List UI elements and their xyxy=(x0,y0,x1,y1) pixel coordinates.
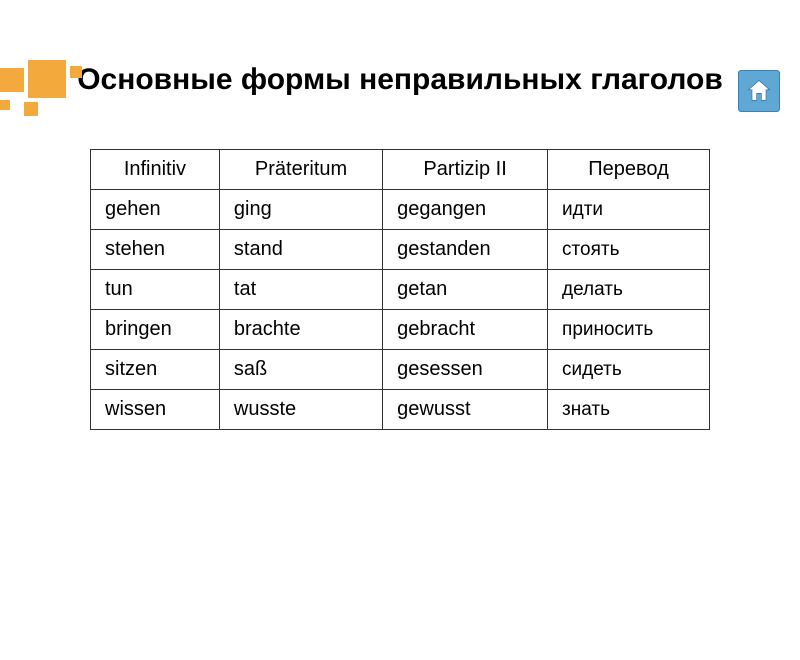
table-row: bringen brachte gebracht приносить xyxy=(91,310,710,350)
cell-partizip: gegangen xyxy=(383,190,548,230)
verb-table: Infinitiv Präteritum Partizip II Перевод… xyxy=(90,149,710,430)
col-partizip: Partizip II xyxy=(383,150,548,190)
cell-infinitiv: wissen xyxy=(91,390,220,430)
col-prateritum: Präteritum xyxy=(219,150,382,190)
col-infinitiv: Infinitiv xyxy=(91,150,220,190)
cell-translation: приносить xyxy=(548,310,710,350)
cell-prateritum: tat xyxy=(219,270,382,310)
cell-infinitiv: tun xyxy=(91,270,220,310)
table-row: stehen stand gestanden стоять xyxy=(91,230,710,270)
decoration-box xyxy=(24,102,38,116)
cell-partizip: gesessen xyxy=(383,350,548,390)
cell-partizip: gebracht xyxy=(383,310,548,350)
table-row: gehen ging gegangen идти xyxy=(91,190,710,230)
table-row: tun tat getan делать xyxy=(91,270,710,310)
cell-infinitiv: sitzen xyxy=(91,350,220,390)
table-header-row: Infinitiv Präteritum Partizip II Перевод xyxy=(91,150,710,190)
table-row: sitzen saß gesessen сидеть xyxy=(91,350,710,390)
cell-translation: делать xyxy=(548,270,710,310)
col-translation: Перевод xyxy=(548,150,710,190)
cell-infinitiv: bringen xyxy=(91,310,220,350)
cell-partizip: getan xyxy=(383,270,548,310)
cell-prateritum: ging xyxy=(219,190,382,230)
decoration-box xyxy=(0,68,24,92)
cell-partizip: gestanden xyxy=(383,230,548,270)
table-body: gehen ging gegangen идти stehen stand ge… xyxy=(91,190,710,430)
decoration-box xyxy=(28,60,66,98)
cell-infinitiv: stehen xyxy=(91,230,220,270)
table-wrapper: Infinitiv Präteritum Partizip II Перевод… xyxy=(0,149,800,430)
cell-prateritum: brachte xyxy=(219,310,382,350)
cell-prateritum: wusste xyxy=(219,390,382,430)
cell-infinitiv: gehen xyxy=(91,190,220,230)
cell-prateritum: stand xyxy=(219,230,382,270)
cell-translation: идти xyxy=(548,190,710,230)
cell-prateritum: saß xyxy=(219,350,382,390)
cell-translation: сидеть xyxy=(548,350,710,390)
cell-partizip: gewusst xyxy=(383,390,548,430)
home-button[interactable] xyxy=(738,70,780,112)
decoration-box xyxy=(0,100,10,110)
home-icon xyxy=(745,77,773,105)
table-row: wissen wusste gewusst знать xyxy=(91,390,710,430)
cell-translation: стоять xyxy=(548,230,710,270)
corner-decoration xyxy=(0,60,200,120)
decoration-box xyxy=(70,66,82,78)
cell-translation: знать xyxy=(548,390,710,430)
